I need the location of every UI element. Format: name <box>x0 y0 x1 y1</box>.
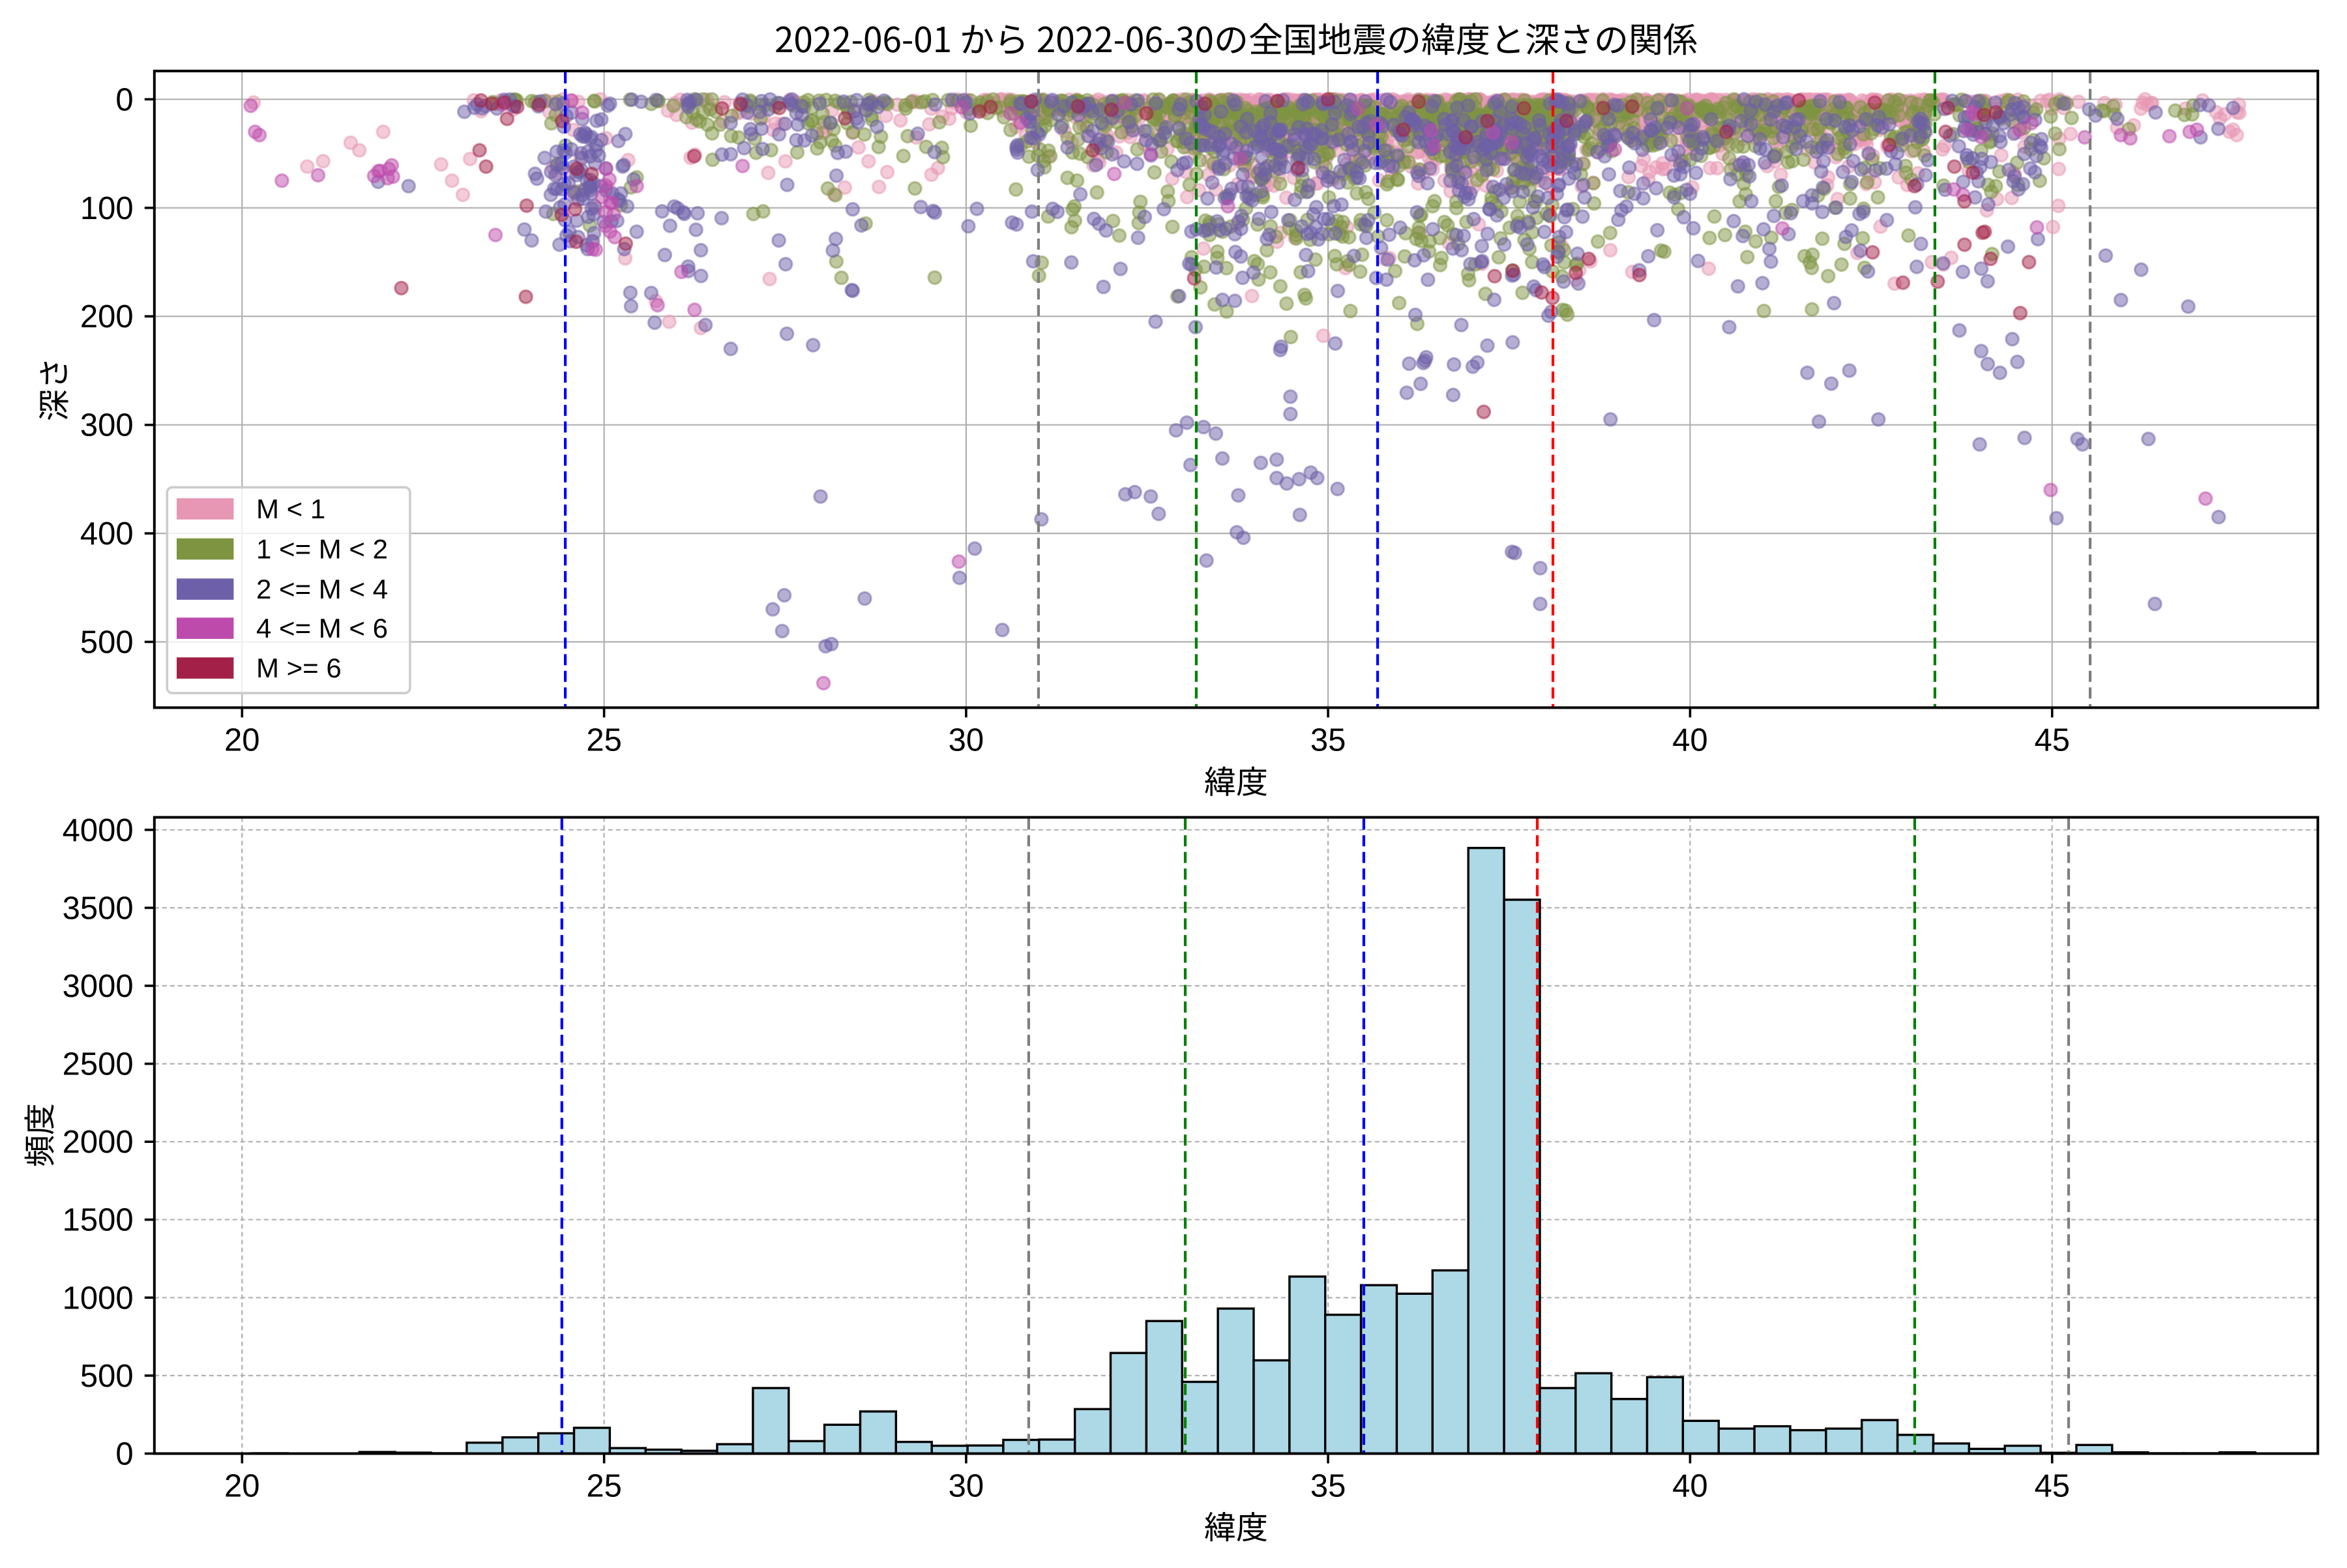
svg-text:4000: 4000 <box>63 813 134 848</box>
svg-text:200: 200 <box>80 299 134 334</box>
svg-text:0: 0 <box>115 1437 133 1472</box>
svg-text:20: 20 <box>224 723 260 758</box>
svg-text:M < 1: M < 1 <box>256 494 325 524</box>
svg-text:30: 30 <box>949 1469 984 1504</box>
svg-text:400: 400 <box>80 516 134 552</box>
svg-text:45: 45 <box>2034 1469 2070 1504</box>
svg-text:35: 35 <box>1310 1469 1346 1504</box>
svg-text:45: 45 <box>2034 723 2070 758</box>
svg-text:35: 35 <box>1310 723 1346 758</box>
svg-text:4 <= M < 6: 4 <= M < 6 <box>256 613 388 643</box>
svg-text:100: 100 <box>80 191 134 226</box>
svg-text:25: 25 <box>586 1469 622 1504</box>
svg-text:1000: 1000 <box>63 1280 134 1316</box>
svg-text:2000: 2000 <box>63 1125 134 1160</box>
svg-text:500: 500 <box>80 625 134 660</box>
svg-text:3500: 3500 <box>63 891 134 926</box>
svg-text:40: 40 <box>1672 723 1708 758</box>
svg-text:500: 500 <box>80 1359 134 1394</box>
svg-text:1500: 1500 <box>63 1203 134 1238</box>
svg-text:2 <= M < 4: 2 <= M < 4 <box>256 574 388 604</box>
svg-text:3000: 3000 <box>63 969 134 1004</box>
svg-text:20: 20 <box>224 1469 260 1504</box>
svg-text:40: 40 <box>1672 1469 1708 1504</box>
svg-text:0: 0 <box>115 82 133 117</box>
svg-text:2500: 2500 <box>63 1047 134 1082</box>
svg-text:M >= 6: M >= 6 <box>256 653 342 683</box>
svg-text:25: 25 <box>586 723 622 758</box>
svg-text:1 <= M < 2: 1 <= M < 2 <box>256 533 388 564</box>
svg-text:300: 300 <box>80 408 134 443</box>
svg-text:30: 30 <box>949 723 984 758</box>
